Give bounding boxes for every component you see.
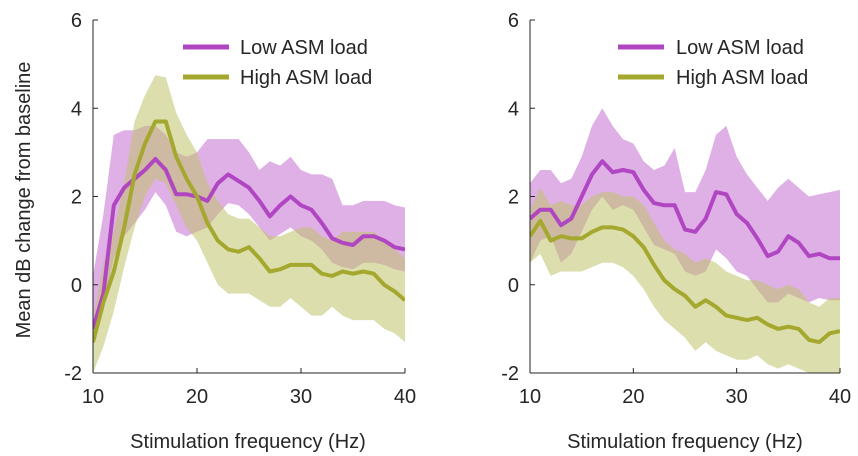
left-y-tick-label: 6 (71, 10, 82, 32)
right-legend-label-high: High ASM load (676, 67, 808, 89)
right-plot-area: -2 0 2 4 6 10 20 30 40 (501, 10, 851, 408)
right-x-tick-label: 10 (519, 386, 541, 408)
right-line-high (530, 218, 840, 345)
y-axis-label: Mean dB change from baseline (13, 62, 35, 339)
right-line-low (530, 159, 840, 261)
left-chart: -2 0 2 4 6 10 20 30 40 Stimulation frequency (Hz… (64, 10, 416, 453)
left-line-high (93, 119, 405, 343)
right-legend-label-low: Low ASM load (676, 37, 804, 59)
right-y-tick-label: 4 (508, 98, 519, 120)
left-series-layer (93, 75, 405, 373)
right-y-tick-label: 6 (508, 10, 519, 32)
right-legend: Low ASM load High ASM load (618, 37, 808, 89)
left-x-tick-label: 20 (186, 386, 208, 408)
left-band-high (93, 75, 405, 373)
left-x-tick-label: 40 (394, 386, 416, 408)
left-legend: Low ASM load High ASM load (183, 37, 372, 89)
left-x-tick-label: 10 (82, 386, 104, 408)
left-legend-label-low: Low ASM load (240, 37, 368, 59)
left-y-tick-label: -2 (64, 363, 82, 385)
right-series-layer (530, 108, 840, 373)
left-x-axis-label: Stimulation frequency (Hz) (130, 431, 366, 453)
right-y-tick-label: 0 (508, 275, 519, 297)
right-x-tick-label: 30 (726, 386, 748, 408)
right-x-tick-label: 20 (622, 386, 644, 408)
left-plot-area: -2 0 2 4 6 10 20 30 40 (64, 10, 416, 408)
right-chart: -2 0 2 4 6 10 20 30 40 Stimulation frequency (Hz… (501, 10, 851, 453)
right-y-tick-label: 2 (508, 187, 519, 209)
left-y-tick-label: 2 (71, 187, 82, 209)
right-band-high (530, 187, 840, 373)
left-y-tick-label: 0 (71, 275, 82, 297)
left-legend-label-high: High ASM load (240, 67, 372, 89)
right-y-tick-label: -2 (501, 363, 519, 385)
right-x-tick-label: 40 (829, 386, 851, 408)
left-y-tick-label: 4 (71, 98, 82, 120)
left-x-tick-label: 30 (290, 386, 312, 408)
right-x-axis-label: Stimulation frequency (Hz) (567, 431, 803, 453)
left-line-low (93, 157, 405, 330)
right-band-low (530, 108, 840, 303)
